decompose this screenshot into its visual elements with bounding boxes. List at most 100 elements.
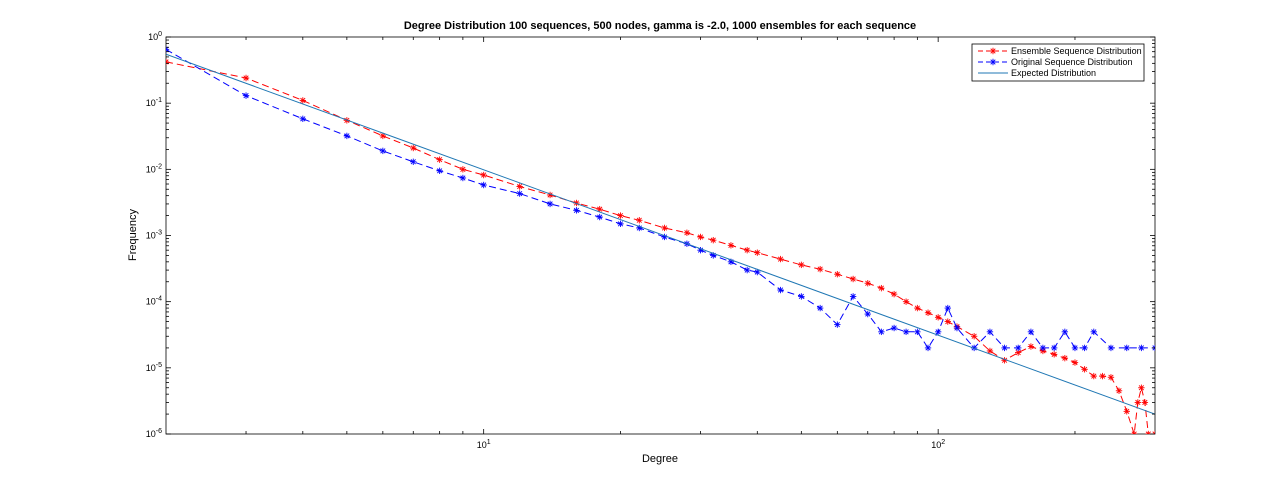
legend-label-1: Ensemble Sequence Distribution (1011, 46, 1142, 56)
data-point-s1-46 (1081, 366, 1088, 373)
data-point-s1-30 (890, 290, 898, 298)
data-point-s1-41 (1027, 343, 1035, 350)
data-point-s2-9 (480, 181, 487, 189)
legend-label-2: Original Sequence Distribution (1011, 57, 1133, 67)
y-tick-label-5: 10-4 (146, 296, 162, 307)
data-point-s1-52 (1131, 430, 1138, 434)
data-point-s2-31 (902, 328, 910, 336)
data-point-s2-21 (743, 266, 751, 274)
data-point-s1-27 (849, 275, 857, 283)
data-point-s1-24 (798, 261, 805, 269)
data-point-s1-16 (661, 224, 668, 232)
data-point-s2-13 (596, 213, 603, 221)
y-tick-label-3: 10-2 (146, 163, 162, 174)
data-point-s2-34 (934, 328, 942, 336)
data-point-s2-8 (459, 174, 467, 182)
data-point-s2-3 (299, 115, 307, 123)
data-point-s2-24 (798, 293, 805, 300)
data-point-s2-42 (1039, 344, 1047, 352)
x-axis-label: Degree (642, 453, 678, 465)
legend-marker-1 (989, 47, 997, 55)
data-point-s2-47 (1090, 328, 1097, 336)
data-point-s1-17 (683, 229, 691, 236)
data-point-s2-4 (343, 132, 351, 140)
data-point-s2-30 (890, 324, 898, 332)
data-point-s1-31 (902, 298, 910, 305)
y-tick-label-4: 10-3 (146, 230, 162, 241)
data-point-s2-32 (914, 328, 921, 336)
data-point-s1-5 (379, 132, 387, 140)
data-point-s1-8 (459, 166, 467, 173)
ticks-layer: 100 10-1 10-2 10-3 10-4 10-5 10-6 101 102 (146, 31, 1155, 450)
data-point-s1-56 (1145, 430, 1152, 434)
data-point-s2-26 (834, 321, 841, 328)
y-tick-label-2: 10-1 (146, 97, 162, 108)
data-point-s1-38 (986, 347, 994, 355)
data-point-s2-41 (1027, 328, 1035, 336)
data-point-s1-45 (1071, 359, 1079, 366)
data-point-s2-22 (754, 268, 761, 276)
data-point-s1-22 (754, 249, 761, 256)
data-point-s2-29 (878, 328, 885, 336)
data-point-s2-2 (242, 92, 250, 99)
data-point-s1-19 (710, 236, 717, 244)
legend-label-3: Expected Distribution (1011, 68, 1096, 78)
data-point-s2-38 (986, 328, 994, 336)
data-point-s2-23 (777, 286, 784, 294)
data-point-s2-7 (436, 167, 443, 175)
series-layer (166, 46, 1155, 434)
data-point-s1-14 (617, 212, 624, 219)
data-point-s1-29 (878, 284, 885, 292)
data-point-s2-11 (546, 200, 554, 208)
data-point-s1-53 (1134, 399, 1142, 406)
x-tick-label-1: 101 (477, 439, 491, 450)
data-point-s2-45 (1071, 344, 1079, 352)
data-point-s1-34 (934, 314, 942, 321)
data-point-s2-25 (816, 304, 824, 312)
legend-marker-2 (989, 58, 997, 66)
data-point-s1-23 (777, 255, 784, 263)
y-axis-label: Frequency (127, 209, 139, 261)
data-point-s1-18 (697, 233, 704, 241)
data-point-s2-27 (849, 293, 857, 300)
data-point-s1-1 (166, 58, 170, 66)
data-point-s1-21 (743, 246, 751, 254)
data-point-s2-50 (1138, 344, 1145, 352)
data-point-s1-2 (242, 74, 250, 82)
data-point-s1-35 (944, 318, 951, 325)
data-point-s1-3 (299, 97, 307, 104)
data-point-s2-15 (636, 224, 643, 232)
data-point-s2-14 (617, 220, 624, 228)
data-point-s2-39 (1001, 344, 1008, 352)
data-point-s2-28 (864, 310, 871, 318)
data-point-s1-6 (410, 144, 417, 152)
y-tick-label-7: 10-6 (146, 428, 162, 439)
data-point-s2-35 (944, 304, 951, 312)
data-point-s1-37 (970, 333, 978, 340)
series-line-3 (166, 53, 1155, 415)
data-point-s2-49 (1123, 344, 1130, 352)
data-point-s2-6 (410, 158, 417, 165)
data-point-s2-12 (573, 207, 580, 214)
data-point-s1-48 (1099, 372, 1106, 380)
data-point-s2-1 (166, 46, 170, 53)
data-point-s1-13 (596, 205, 603, 213)
data-point-s1-51 (1123, 408, 1130, 415)
data-point-s1-50 (1115, 387, 1123, 394)
data-point-s1-25 (816, 265, 824, 273)
data-point-s2-5 (379, 147, 387, 155)
y-tick-label-6: 10-5 (146, 362, 162, 373)
data-point-s1-43 (1050, 351, 1058, 358)
data-point-s2-40 (1014, 344, 1022, 352)
y-tick-label-1: 100 (148, 31, 162, 42)
data-point-s1-33 (924, 309, 932, 316)
legend-box (971, 43, 1145, 82)
data-point-s1-49 (1107, 374, 1115, 381)
data-point-s1-47 (1090, 372, 1097, 380)
data-point-s1-15 (636, 217, 643, 224)
data-point-s1-9 (480, 171, 487, 179)
data-point-s1-28 (864, 280, 871, 287)
data-point-s2-10 (516, 190, 523, 197)
